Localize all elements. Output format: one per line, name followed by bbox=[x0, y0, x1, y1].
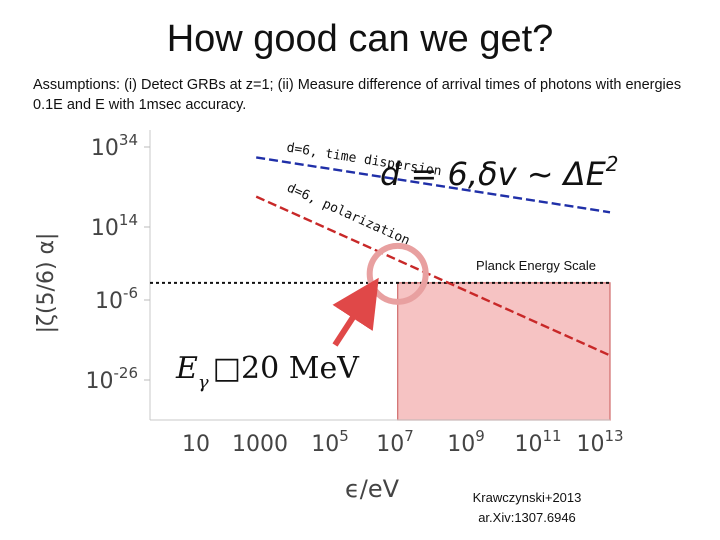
assumptions-text: Assumptions: (i) Detect GRBs at z=1; (ii… bbox=[33, 77, 682, 113]
citation-author: Krawczynski+2013 bbox=[472, 490, 582, 505]
y-tick-label: 10-26 bbox=[86, 364, 139, 394]
planck-label: Planck Energy Scale bbox=[476, 258, 596, 273]
x-tick-label: 105 bbox=[311, 427, 349, 457]
highlight-circle bbox=[366, 242, 429, 305]
citation: Krawczynski+2013 ar.Xiv:1307.6946 bbox=[452, 488, 602, 528]
x-tick-label: 1013 bbox=[576, 427, 623, 457]
x-tick-label: 1011 bbox=[514, 427, 561, 457]
y-axis-label: |ζ(5/6) α| bbox=[34, 233, 59, 334]
citation-arxiv: ar.Xiv:1307.6946 bbox=[478, 510, 576, 525]
shaded-region bbox=[397, 282, 611, 421]
x-tick-label: 107 bbox=[376, 427, 414, 457]
energy-annotation: Eγ □20 MeV bbox=[175, 351, 360, 393]
y-tick-label: 10-6 bbox=[95, 284, 138, 314]
y-tick-label: 1034 bbox=[91, 131, 138, 161]
y-tick-label: 1014 bbox=[91, 211, 138, 241]
x-tick-label: 109 bbox=[447, 427, 485, 457]
formula-annotation: d = 6,δv ~ ΔE2 bbox=[380, 152, 619, 193]
x-axis-label: ϵ/eV bbox=[345, 475, 400, 503]
x-tick-label: 10 bbox=[182, 432, 210, 457]
x-tick-label: 1000 bbox=[232, 432, 288, 457]
arrow-annotation bbox=[332, 277, 379, 347]
series-line-0 bbox=[256, 156, 611, 214]
slide-title: How good can we get? bbox=[166, 18, 554, 60]
